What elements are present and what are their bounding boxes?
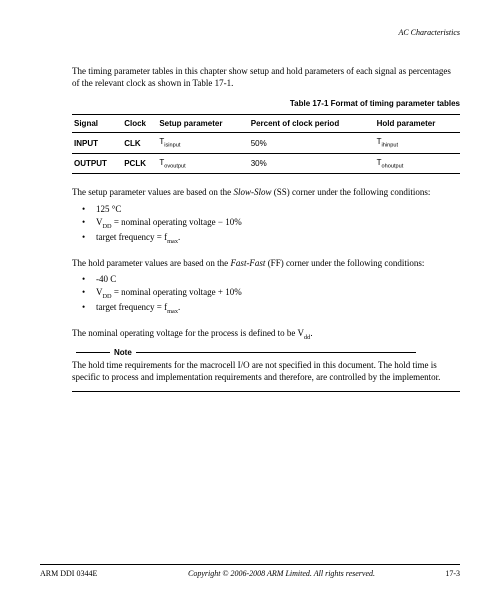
intro-paragraph: The timing parameter tables in this chap… (72, 65, 460, 89)
cell-setup: Tisinput (157, 133, 248, 154)
list-item: target frequency = fmax. (72, 231, 460, 246)
list-item: target frequency = fmax. (72, 301, 460, 316)
list-item: -40 C (72, 273, 460, 287)
col-pct: Percent of clock period (249, 115, 375, 133)
table-caption: Table 17-1 Format of timing parameter ta… (72, 99, 460, 108)
col-hold: Hold parameter (375, 115, 460, 133)
cell-setup: Tovoutput (157, 153, 248, 174)
table-row: INPUT CLK Tisinput 50% Tihinput (72, 133, 460, 154)
table-row: OUTPUT PCLK Tovoutput 30% Tohoutput (72, 153, 460, 174)
setup-conditions: 125 °C VDD = nominal operating voltage −… (72, 203, 460, 247)
list-item: 125 °C (72, 203, 460, 217)
footer-center: Copyright © 2006-2008 ARM Limited. All r… (166, 569, 397, 578)
page-footer: ARM DDI 0344E Copyright © 2006-2008 ARM … (40, 564, 460, 578)
cell-pct: 50% (249, 133, 375, 154)
note-body: The hold time requirements for the macro… (72, 359, 460, 383)
col-setup: Setup parameter (157, 115, 248, 133)
col-signal: Signal (72, 115, 122, 133)
setup-intro: The setup parameter values are based on … (72, 186, 460, 198)
cell-clock: PCLK (122, 153, 157, 174)
list-item: VDD = nominal operating voltage − 10% (72, 216, 460, 231)
hold-intro: The hold parameter values are based on t… (72, 257, 460, 269)
cell-signal: OUTPUT (72, 153, 122, 174)
note-rule (72, 391, 460, 392)
note-heading: Note (72, 348, 460, 357)
nominal-voltage: The nominal operating voltage for the pr… (72, 327, 460, 342)
cell-clock: CLK (122, 133, 157, 154)
footer-right: 17-3 (397, 569, 460, 578)
hold-conditions: -40 C VDD = nominal operating voltage + … (72, 273, 460, 317)
cell-hold: Tihinput (375, 133, 460, 154)
page-header: AC Characteristics (72, 28, 460, 37)
list-item: VDD = nominal operating voltage + 10% (72, 286, 460, 301)
col-clock: Clock (122, 115, 157, 133)
cell-pct: 30% (249, 153, 375, 174)
timing-table: Signal Clock Setup parameter Percent of … (72, 114, 460, 174)
footer-left: ARM DDI 0344E (40, 569, 166, 578)
cell-hold: Tohoutput (375, 153, 460, 174)
cell-signal: INPUT (72, 133, 122, 154)
